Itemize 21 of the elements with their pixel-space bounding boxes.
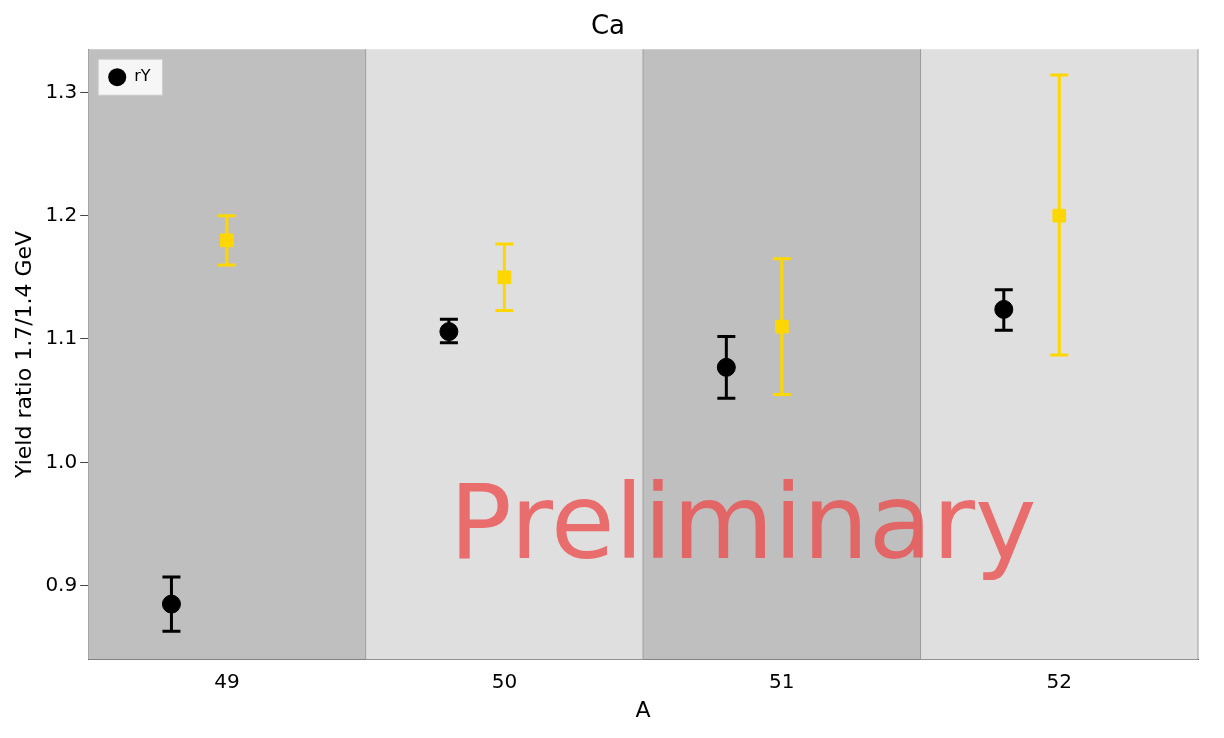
y-axis-title: Yield ratio 1.7/1.4 GeV [10, 230, 36, 479]
x-tick-label: 52 [1046, 668, 1072, 693]
y-tick-label: 1.2 [45, 201, 78, 226]
x-tick-label: 49 [214, 668, 240, 693]
point [497, 270, 512, 285]
y-tick-label: 1.0 [45, 448, 78, 473]
chart-title: Ca [590, 10, 626, 41]
point [774, 319, 789, 334]
point [716, 357, 736, 377]
x-axis-title: A [635, 696, 651, 722]
point [1052, 208, 1067, 223]
y-tick-label: 0.9 [45, 571, 78, 596]
point [220, 233, 234, 248]
legend-label: rY [134, 66, 151, 86]
point [161, 594, 181, 614]
x-tick-label: 50 [491, 668, 518, 693]
y-tick-label: 1.3 [45, 78, 78, 103]
point [994, 299, 1014, 319]
point [439, 322, 459, 342]
x-tick-label: 51 [769, 668, 795, 693]
y-tick-label: 1.1 [45, 325, 78, 350]
